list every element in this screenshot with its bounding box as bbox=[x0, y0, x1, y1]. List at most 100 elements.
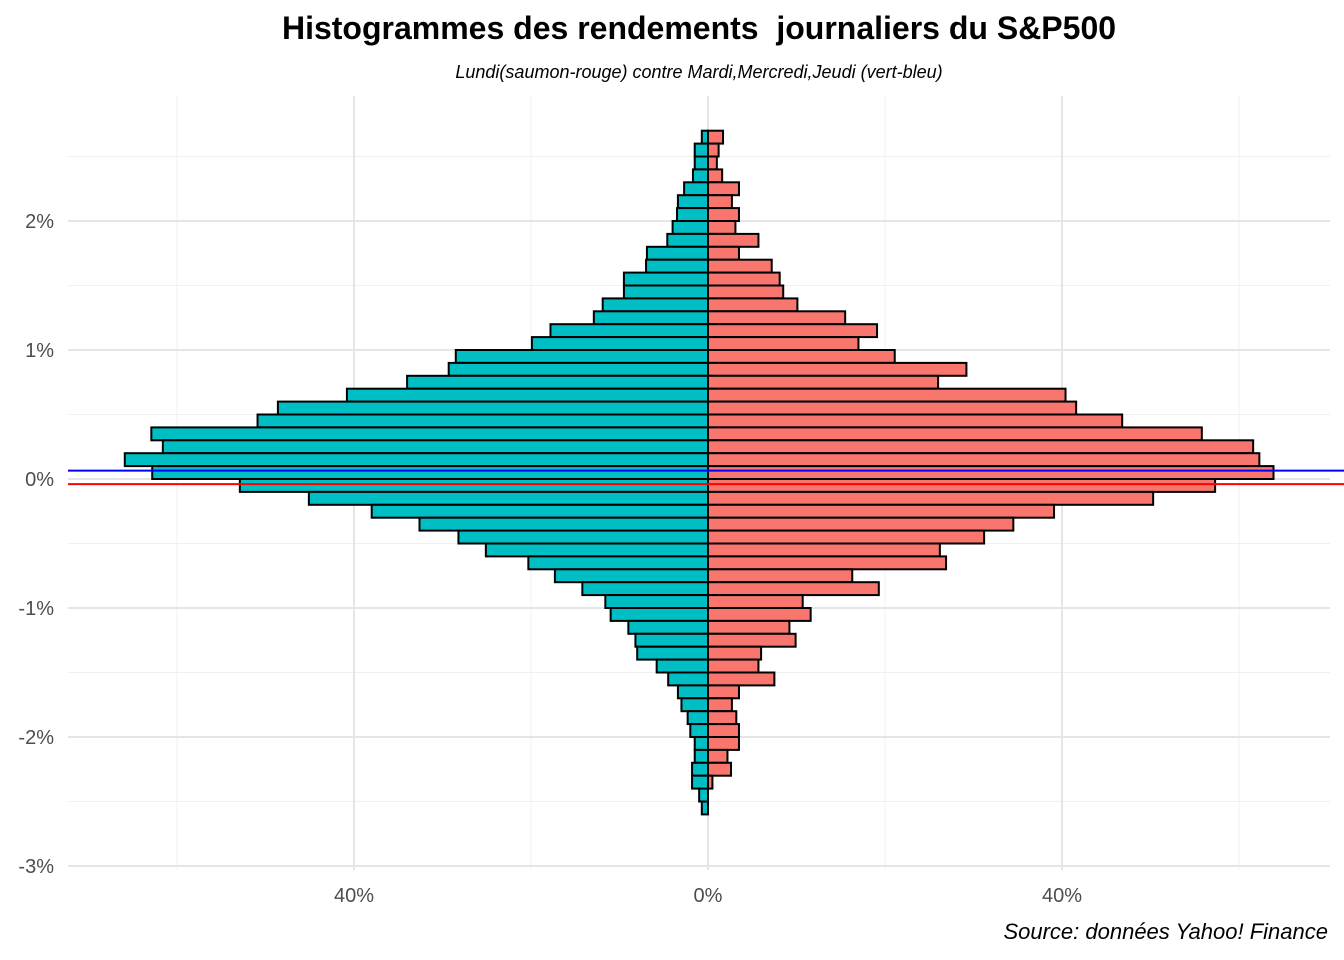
bar-right bbox=[707, 349, 896, 364]
bar-right bbox=[707, 568, 854, 584]
bar-right bbox=[707, 284, 785, 300]
bar-left bbox=[406, 374, 709, 390]
bar-left bbox=[530, 336, 710, 352]
chart-subtitle: Lundi(saumon-rouge) contre Mardi,Mercred… bbox=[455, 62, 943, 82]
x-tick-label: 40% bbox=[1042, 885, 1082, 907]
bar-right bbox=[707, 684, 740, 700]
bar-left bbox=[700, 800, 709, 816]
bar-left bbox=[345, 387, 709, 403]
bar-right bbox=[707, 529, 986, 545]
bar-left bbox=[256, 413, 709, 429]
bar-left bbox=[307, 490, 709, 506]
bar-left bbox=[683, 181, 709, 197]
bar-right bbox=[707, 658, 760, 674]
y-tick-label: 1% bbox=[25, 340, 54, 362]
bar-left bbox=[622, 271, 709, 287]
bar-right bbox=[707, 542, 941, 558]
bar-right bbox=[707, 516, 1015, 532]
bar-right bbox=[707, 426, 1203, 442]
bar-right bbox=[707, 155, 718, 171]
bar-right bbox=[707, 374, 940, 390]
chart-caption: Source: données Yahoo! Finance bbox=[1003, 919, 1328, 944]
bar-right bbox=[707, 761, 733, 777]
bar-left bbox=[686, 710, 710, 726]
bar-left bbox=[691, 761, 710, 777]
bar-right bbox=[707, 220, 737, 235]
bar-right bbox=[707, 555, 948, 571]
y-tick-label: 2% bbox=[25, 211, 54, 233]
bar-right bbox=[707, 181, 740, 197]
bar-right bbox=[707, 736, 740, 751]
bar-right bbox=[707, 503, 1056, 519]
bar-left bbox=[161, 439, 709, 455]
bar-left bbox=[609, 607, 710, 622]
y-tick-label: -1% bbox=[18, 598, 54, 620]
bar-left bbox=[601, 297, 709, 313]
bar-right bbox=[707, 710, 738, 726]
bar-right bbox=[707, 594, 804, 609]
bar-left bbox=[549, 323, 709, 339]
bar-left bbox=[527, 555, 709, 571]
bar-left bbox=[604, 594, 710, 609]
bar-right bbox=[707, 258, 773, 274]
bar-right bbox=[707, 323, 879, 339]
bar-right bbox=[707, 774, 714, 790]
bar-right bbox=[707, 645, 763, 661]
bar-left bbox=[689, 723, 709, 738]
bar-right bbox=[707, 168, 724, 184]
bar-right bbox=[707, 207, 740, 223]
bar-left bbox=[645, 258, 709, 274]
bar-left bbox=[676, 207, 710, 223]
bar-left bbox=[671, 220, 709, 235]
bar-right bbox=[707, 387, 1067, 403]
bar-right bbox=[707, 748, 729, 764]
bar-right bbox=[707, 194, 733, 210]
bar-left bbox=[693, 736, 709, 751]
bar-left bbox=[592, 310, 710, 326]
bar-right bbox=[707, 490, 1155, 506]
bar-left bbox=[667, 671, 709, 687]
bar-right bbox=[707, 361, 968, 377]
x-axis-ticks: 40% 0% 40% bbox=[334, 885, 1082, 907]
bar-right bbox=[707, 632, 797, 648]
bars-right-series bbox=[707, 129, 1275, 790]
bar-left bbox=[655, 658, 709, 674]
bar-right bbox=[707, 232, 760, 248]
bar-right bbox=[707, 271, 781, 287]
bar-right bbox=[707, 723, 740, 738]
y-tick-label: 0% bbox=[25, 469, 54, 491]
x-tick-label: 40% bbox=[334, 885, 374, 907]
bar-left bbox=[693, 142, 709, 158]
bar-left bbox=[627, 619, 709, 635]
bar-left bbox=[581, 581, 710, 597]
bar-right bbox=[707, 297, 799, 313]
bar-right bbox=[707, 245, 740, 261]
bar-right bbox=[707, 465, 1275, 481]
bar-left bbox=[418, 516, 709, 532]
bar-left bbox=[454, 349, 709, 364]
bar-right bbox=[707, 607, 812, 622]
x-tick-label: 0% bbox=[694, 885, 723, 907]
y-tick-label: -2% bbox=[18, 727, 54, 749]
bars-left-series bbox=[123, 129, 710, 816]
bar-left bbox=[691, 168, 710, 184]
bar-right bbox=[707, 336, 860, 352]
bar-right bbox=[707, 697, 733, 713]
bar-left bbox=[693, 748, 709, 764]
bar-left bbox=[680, 697, 710, 713]
bar-left bbox=[666, 232, 709, 248]
bar-left bbox=[276, 400, 709, 416]
bar-left bbox=[634, 632, 709, 648]
bar-left bbox=[698, 787, 710, 803]
bar-left bbox=[676, 684, 709, 700]
bar-left bbox=[622, 284, 709, 300]
bar-left bbox=[238, 478, 710, 493]
bar-left bbox=[691, 774, 710, 790]
bar-left bbox=[484, 542, 709, 558]
bar-left bbox=[447, 361, 709, 377]
bar-right bbox=[707, 413, 1124, 429]
bar-left bbox=[645, 245, 709, 261]
bar-left bbox=[693, 155, 709, 171]
bar-right bbox=[707, 439, 1255, 455]
